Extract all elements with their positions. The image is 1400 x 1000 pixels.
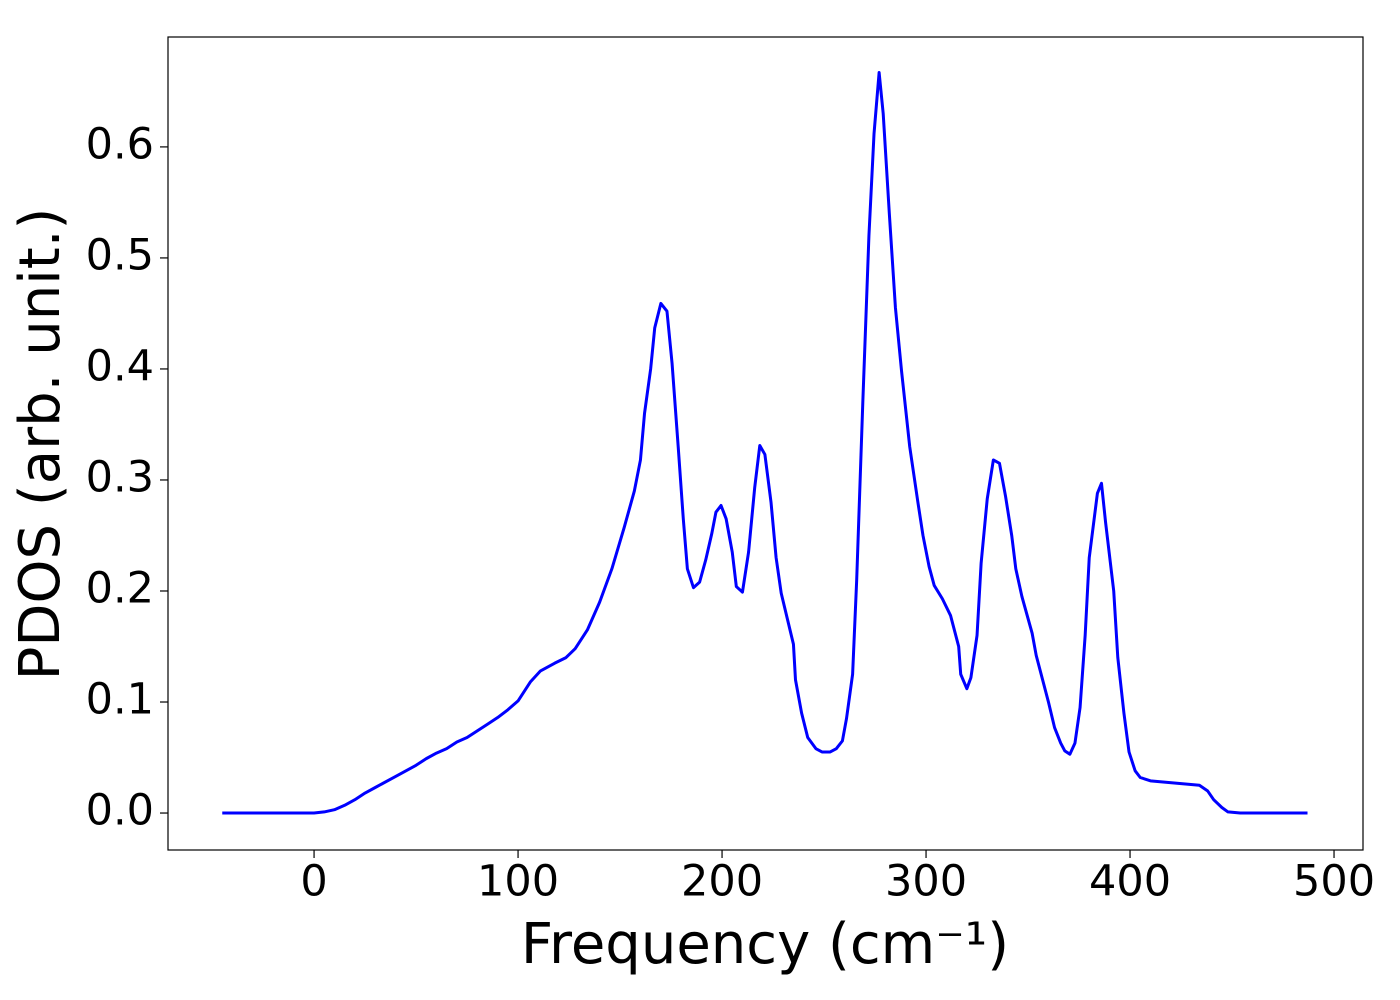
x-tick-label: 500 (1293, 857, 1375, 907)
plot-frame (167, 36, 1364, 851)
y-tick-label: 0.4 (86, 341, 154, 391)
data-line (222, 71, 1308, 815)
x-axis-label: Frequency (cm⁻¹) (521, 912, 1009, 977)
y-tick-label: 0.3 (86, 452, 154, 502)
x-tick-label: 200 (681, 857, 763, 907)
x-tick-label: 100 (477, 857, 559, 907)
x-tick-label: 300 (885, 857, 967, 907)
y-tick-label: 0.6 (86, 119, 154, 169)
y-axis-label: PDOS (arb. unit.) (8, 208, 73, 681)
x-tick-label: 400 (1089, 857, 1171, 907)
y-tick-label: 0.5 (86, 230, 154, 280)
y-tick-label: 0.2 (86, 563, 154, 613)
y-tick-label: 0.1 (86, 675, 154, 725)
y-tick-label: 0.0 (86, 786, 154, 836)
x-tick-label: 0 (300, 857, 327, 907)
